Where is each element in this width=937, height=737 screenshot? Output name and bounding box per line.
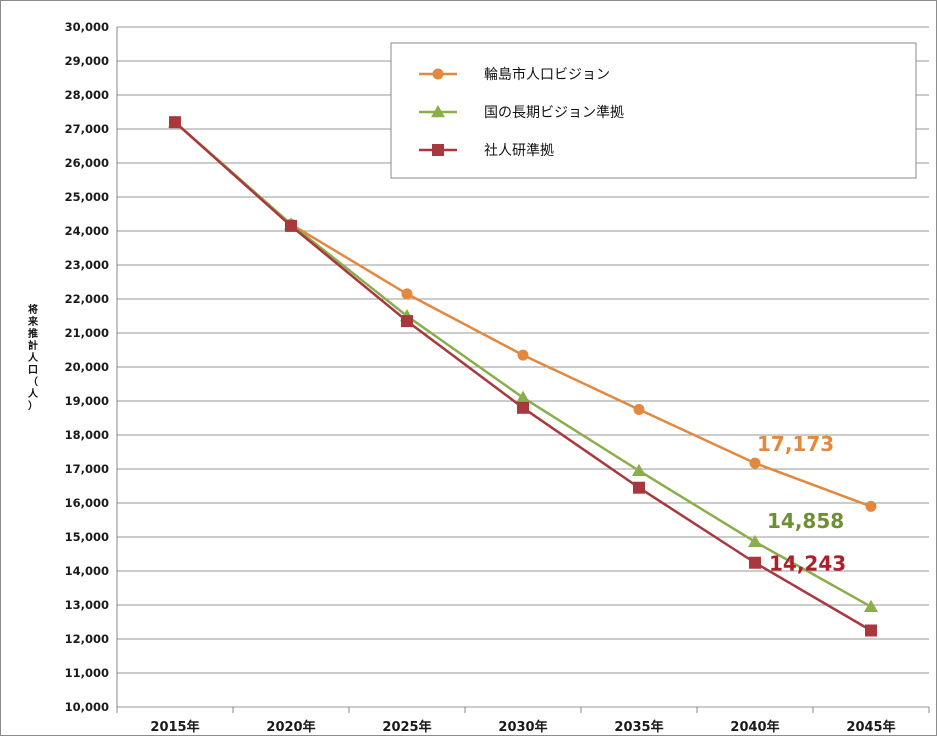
point-marker: [517, 401, 529, 414]
point-marker: [517, 349, 529, 361]
y-axis-label-char: （: [28, 375, 38, 388]
point-marker: [169, 116, 181, 129]
series-line: [174, 121, 872, 608]
y-tick-label: 11,000: [65, 666, 109, 680]
y-tick-label: 24,000: [65, 224, 109, 238]
y-tick-label: 29,000: [65, 54, 109, 68]
y-tick-label: 22,000: [65, 292, 109, 306]
point-marker: [748, 534, 762, 548]
point-marker: [633, 404, 645, 415]
y-tick-label: 18,000: [65, 428, 109, 442]
y-tick-label: 10,000: [65, 700, 109, 714]
y-axis-label-char: 人: [28, 387, 39, 400]
point-marker: [749, 556, 761, 569]
point-marker: [633, 481, 645, 494]
point-marker: [401, 315, 413, 328]
data-label: 14,858: [767, 509, 844, 533]
y-tick-label: 25,000: [65, 190, 109, 204]
y-tick-label: 13,000: [65, 598, 109, 612]
y-tick-label: 15,000: [65, 530, 109, 544]
point-marker: [865, 624, 877, 637]
data-label: 14,243: [769, 552, 846, 576]
legend-item: 社人研準拠: [419, 143, 554, 159]
y-axis-label-char: 口: [28, 365, 38, 376]
point-marker: [401, 288, 413, 300]
y-tick-label: 17,000: [65, 462, 109, 476]
y-axis-label-char: 計: [28, 339, 38, 352]
data-label: 17,173: [757, 432, 834, 456]
legend-item: 国の長期ビジョン準拠: [419, 105, 624, 121]
point-marker: [432, 68, 444, 80]
y-tick-label: 23,000: [65, 258, 109, 272]
point-marker: [865, 500, 877, 512]
y-tick-labels: 10,000 11,000 12,000 13,000 14,000 15,000 16,0…: [65, 20, 109, 714]
y-axis-label-char: ）: [28, 399, 38, 412]
point-marker: [516, 390, 530, 403]
y-tick-label: 21,000: [65, 326, 109, 340]
x-tick-label: 2040年: [730, 719, 779, 735]
y-axis-label-char: 将: [28, 303, 38, 316]
legend-label: 輪島市人口ビジョン: [484, 66, 610, 83]
x-category-separators: [116, 707, 930, 713]
y-tick-label: 16,000: [65, 496, 109, 510]
legend-box: [390, 42, 917, 179]
x-tick-label: 2020年: [266, 719, 315, 735]
legend-item: 輪島市人口ビジョン: [419, 66, 610, 83]
y-axis-label-char: 推: [28, 327, 38, 340]
y-axis-label-char: 来: [27, 315, 39, 328]
point-marker: [431, 105, 445, 118]
y-tick-label: 20,000: [65, 360, 109, 374]
x-tick-label: 2030年: [498, 719, 547, 735]
x-tick-label: 2045年: [846, 719, 895, 735]
point-marker: [864, 599, 878, 612]
y-axis-label-char: 人: [28, 351, 39, 364]
x-tick-label: 2035年: [614, 719, 663, 735]
x-tick-labels: 2015年 2020年 2025年 2030年 2035年 2040年 2045年: [150, 719, 895, 735]
point-marker: [632, 463, 646, 476]
y-tick-label: 30,000: [65, 20, 109, 34]
series-line: [174, 121, 872, 632]
annotations: 17,173 14,858 14,243: [757, 432, 846, 576]
y-tick-label: 27,000: [65, 122, 109, 136]
point-marker: [749, 457, 761, 469]
x-tick-label: 2015年: [150, 719, 199, 735]
y-tick-label: 12,000: [65, 632, 109, 646]
legend-label: 社人研準拠: [484, 143, 554, 159]
point-marker: [432, 144, 444, 156]
y-tick-label: 19,000: [65, 394, 109, 408]
series-3: [169, 116, 877, 637]
legend-label: 国の長期ビジョン準拠: [484, 105, 624, 121]
x-tick-label: 2025年: [382, 719, 431, 735]
y-tick-label: 28,000: [65, 88, 109, 102]
point-marker: [285, 219, 297, 232]
series-lines: [168, 115, 878, 637]
y-tick-label: 14,000: [65, 564, 109, 578]
y-tick-label: 26,000: [65, 156, 109, 170]
